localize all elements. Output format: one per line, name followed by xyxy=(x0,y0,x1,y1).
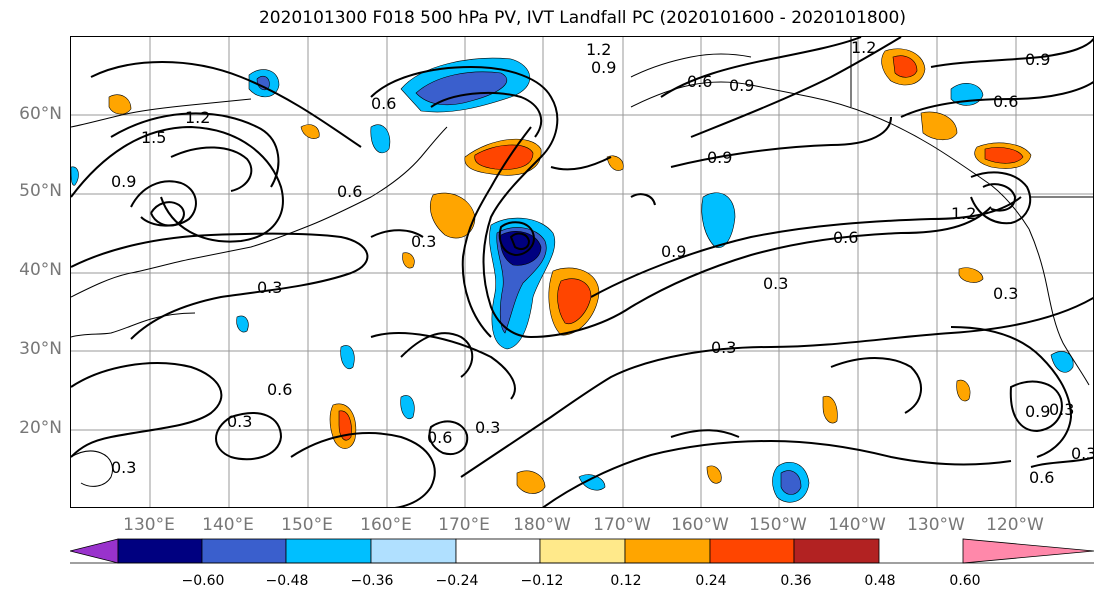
contour-label: 0.3 xyxy=(993,284,1018,303)
colorbar-tick-label: 0.36 xyxy=(780,573,812,589)
contour-label: 0.6 xyxy=(833,228,858,247)
contour-label: 0.6 xyxy=(371,94,396,113)
coastlines xyxy=(71,37,1093,487)
contour-label: 1.2 xyxy=(851,38,876,57)
colorbar-tick-label: −0.60 xyxy=(181,573,225,589)
lon-label-140W: 140°W xyxy=(828,515,886,535)
contour-label: 0.9 xyxy=(1025,50,1050,69)
colorbar-extension-low xyxy=(69,538,119,564)
contour-label: 1.2 xyxy=(185,108,210,127)
colorbar-tick-label: −0.48 xyxy=(265,573,309,589)
contour-label: 0.6 xyxy=(427,428,452,447)
colorbar-segment xyxy=(624,538,711,564)
contour-label: 0.6 xyxy=(1029,468,1054,487)
contour-label: 0.9 xyxy=(707,148,732,167)
contour-label: 0.6 xyxy=(267,380,292,399)
lon-label-120W: 120°W xyxy=(986,515,1044,535)
contour-label: 0.3 xyxy=(1049,400,1074,419)
colorbar-segment xyxy=(201,538,287,564)
colorbar-extension-high xyxy=(962,538,1095,564)
contour-label: 0.9 xyxy=(729,76,754,95)
colorbar-tick-label: −0.36 xyxy=(350,573,394,589)
colorbar-segment xyxy=(117,538,203,564)
negative-anomaly-fills xyxy=(71,57,1074,503)
colorbar-tick-label: 0.12 xyxy=(610,573,642,589)
lat-label-30: 30°N xyxy=(19,339,62,359)
contour-label: 0.9 xyxy=(111,172,136,191)
lon-label-130E: 130°E xyxy=(123,515,175,535)
contour-label: 0.9 xyxy=(661,242,686,261)
lon-label-150E: 150°E xyxy=(281,515,333,535)
colorbar xyxy=(69,538,1095,568)
contour-label: 1.2 xyxy=(586,40,611,59)
contour-label: 0.3 xyxy=(763,274,788,293)
lon-label-170E: 170°E xyxy=(438,515,490,535)
contour-label: 0.3 xyxy=(711,338,736,357)
colorbar-tick-label: 0.60 xyxy=(949,573,981,589)
colorbar-tick-label: −0.12 xyxy=(520,573,564,589)
map-svg: 1.2 0.9 0.6 1.2 0.9 0.6 0.6 1.5 1.2 0.9 … xyxy=(71,37,1094,507)
contour-label: 0.6 xyxy=(337,182,362,201)
lon-label-170W: 170°W xyxy=(593,515,651,535)
positive-anomaly-fills xyxy=(108,48,1032,494)
lat-label-60: 60°N xyxy=(19,104,62,124)
contour-label: 0.9 xyxy=(591,58,616,77)
contour-label: 0.3 xyxy=(111,458,136,477)
lat-label-20: 20°N xyxy=(19,418,62,438)
contour-label: 0.6 xyxy=(993,92,1018,111)
colorbar-segment xyxy=(709,538,795,564)
map-panel[interactable]: 1.2 0.9 0.6 1.2 0.9 0.6 0.6 1.5 1.2 0.9 … xyxy=(70,36,1094,508)
colorbar-segment xyxy=(370,538,457,564)
contour-label: 1.5 xyxy=(141,128,166,147)
contour-label: 0.9 xyxy=(1025,402,1050,421)
colorbar-segment xyxy=(793,538,880,564)
contour-label: 1.2 xyxy=(951,204,976,223)
colorbar-svg xyxy=(69,538,1095,564)
contour-label: 0.3 xyxy=(475,418,500,437)
lon-label-150W: 150°W xyxy=(749,515,807,535)
pv-contours xyxy=(71,37,1093,507)
lon-label-160W: 160°W xyxy=(671,515,729,535)
lat-label-50: 50°N xyxy=(19,181,62,201)
colorbar-segment xyxy=(285,538,372,564)
colorbar-tick-label: 0.24 xyxy=(695,573,727,589)
colorbar-tick-label: −0.24 xyxy=(435,573,479,589)
lon-label-160E: 160°E xyxy=(360,515,412,535)
colorbar-segment xyxy=(455,538,541,564)
lon-label-180W: 180°W xyxy=(513,515,571,535)
map-title: 2020101300 F018 500 hPa PV, IVT Landfall… xyxy=(258,8,906,28)
lon-label-130W: 130°W xyxy=(907,515,965,535)
contour-label: 0.3 xyxy=(1071,444,1094,463)
contour-label: 0.6 xyxy=(687,72,712,91)
contour-labels: 1.2 0.9 0.6 1.2 0.9 0.6 0.6 1.5 1.2 0.9 … xyxy=(111,38,1094,487)
colorbar-tick-label: 0.48 xyxy=(864,573,896,589)
contour-label: 0.3 xyxy=(411,232,436,251)
contour-label: 0.3 xyxy=(227,412,252,431)
lon-label-140E: 140°E xyxy=(202,515,254,535)
lat-label-40: 40°N xyxy=(19,260,62,280)
colorbar-segment xyxy=(539,538,626,564)
contour-label: 0.3 xyxy=(257,278,282,297)
